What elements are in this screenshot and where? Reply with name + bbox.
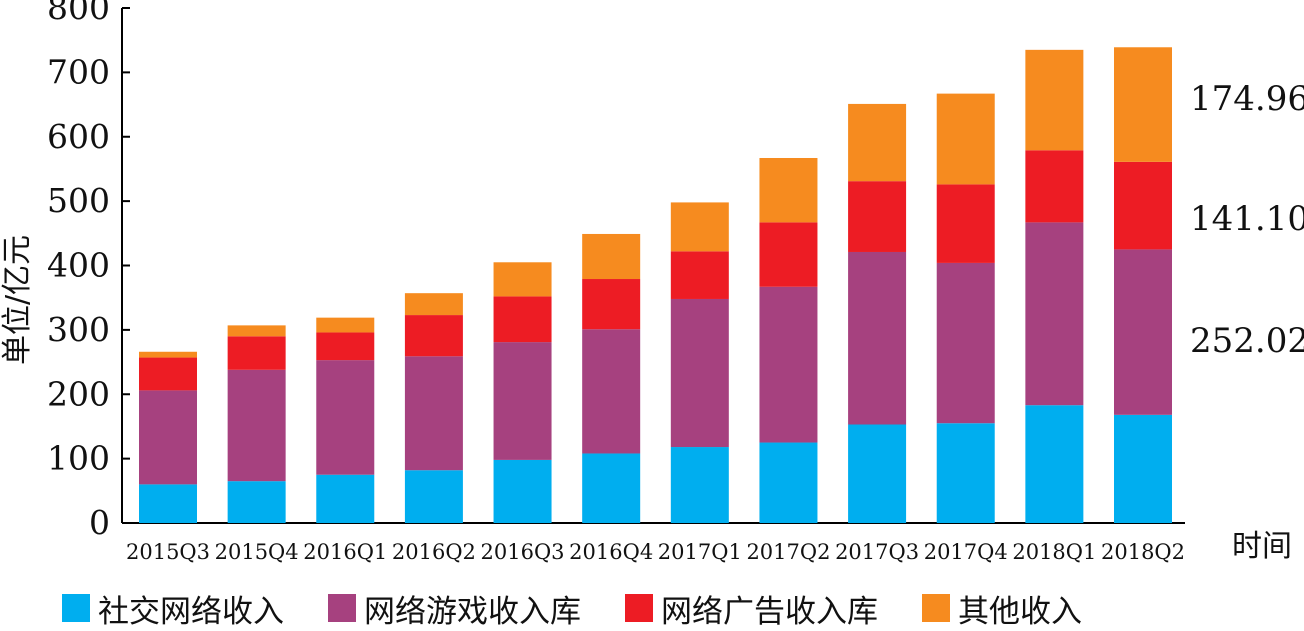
bar-segment [139,484,197,523]
y-axis-ticks: 0 100 200 300 400 500 600 700 800 [47,0,130,542]
bar-segment [227,369,286,482]
x-tick-label: 2016Q1 [303,540,387,564]
x-tick-label: 2015Q3 [126,540,210,564]
bar-segment [670,447,729,523]
y-tick-label: 100 [47,439,110,478]
bar-segment [316,474,375,523]
y-tick-label: 200 [47,374,110,413]
bar-segment [670,251,729,299]
bar-segment [1114,249,1172,415]
bar-segment [227,481,286,523]
bar-segment [848,251,907,425]
x-axis-tick-labels: 2015Q3 2015Q4 2016Q1 2016Q2 2016Q3 2016Q4 2017… [126,540,1185,564]
bar-segment [1114,47,1172,162]
bar-segment [404,356,463,471]
x-tick-label: 2016Q3 [481,540,565,564]
y-tick-label: 800 [47,0,110,27]
bar-segment [227,336,286,370]
bar-segment [936,262,995,424]
bar-segment [139,357,197,391]
legend: 社交网络收入 网络游戏收入库 网络广告收入库 其他收入 [62,586,1302,631]
legend-swatch [328,594,356,622]
legend-swatch [625,594,653,622]
x-tick-label: 2017Q4 [924,540,1008,564]
y-tick-label: 700 [47,52,110,91]
bar-segment [493,296,552,343]
bar-segment [404,293,463,316]
bar-segment [759,157,818,223]
side-annotation: 174.96 [1190,79,1304,119]
bar-segment [582,279,641,330]
bar-segment [316,360,375,475]
x-tick-label: 2015Q4 [215,540,299,564]
legend-swatch [62,594,90,622]
bar-segment [582,329,641,454]
bar-segment [848,181,907,252]
bar-segment [582,233,641,280]
bar-segment [936,423,995,523]
bar-segment [759,286,818,443]
legend-label: 其他收入 [958,593,1082,630]
bar-segment [493,459,552,523]
y-tick-label: 600 [47,117,110,156]
bar-segment [493,342,552,460]
bar-segment [670,202,729,252]
legend-label: 网络广告收入库 [661,593,878,630]
y-tick-label: 400 [47,246,110,285]
bar-segment [936,93,995,185]
y-axis-title: 单位/亿元 [0,235,35,365]
x-tick-label: 2018Q2 [1101,540,1185,564]
side-annotation: 252.02 [1190,321,1304,361]
side-annotations: 174.96 141.10 252.02 [1190,79,1304,361]
bar-segment [139,390,197,485]
x-axis-title: 时间 [1232,529,1292,564]
bar-segment [848,424,907,523]
bar-segment [1114,414,1172,523]
y-tick-label: 0 [89,503,110,542]
bar-segment [1025,405,1084,523]
legend-item-games: 网络游戏收入库 [328,586,581,631]
legend-label: 社交网络收入 [98,593,284,630]
bar-segment [759,222,818,287]
bar-segment [848,103,907,182]
legend-swatch [922,594,950,622]
x-tick-label: 2016Q2 [392,540,476,564]
bar-segment [227,325,286,337]
bar-segment [404,470,463,523]
bar-segment [139,351,197,358]
legend-item-ads: 网络广告收入库 [625,586,878,631]
legend-label: 网络游戏收入库 [364,593,581,630]
bar-segment [404,315,463,357]
bar-segment [759,442,818,523]
legend-item-social: 社交网络收入 [62,586,284,631]
side-annotation: 141.10 [1190,199,1304,239]
bar-segment [1025,150,1084,223]
bar-segment [936,184,995,263]
bar-segment [493,262,552,297]
x-tick-label: 2017Q2 [746,540,830,564]
bars [139,47,1172,523]
bar-segment [582,453,641,523]
bar-segment [1025,49,1084,151]
bar-segment [670,298,729,448]
bar-segment [1114,161,1172,250]
x-tick-label: 2017Q3 [835,540,919,564]
x-tick-label: 2016Q4 [569,540,653,564]
y-tick-label: 300 [47,310,110,349]
bar-segment [1025,222,1084,406]
x-tick-label: 2017Q1 [658,540,742,564]
x-tick-label: 2018Q1 [1012,540,1096,564]
legend-item-other: 其他收入 [922,586,1082,631]
y-tick-label: 500 [47,181,110,220]
bar-segment [316,317,375,333]
bar-segment [316,332,375,361]
